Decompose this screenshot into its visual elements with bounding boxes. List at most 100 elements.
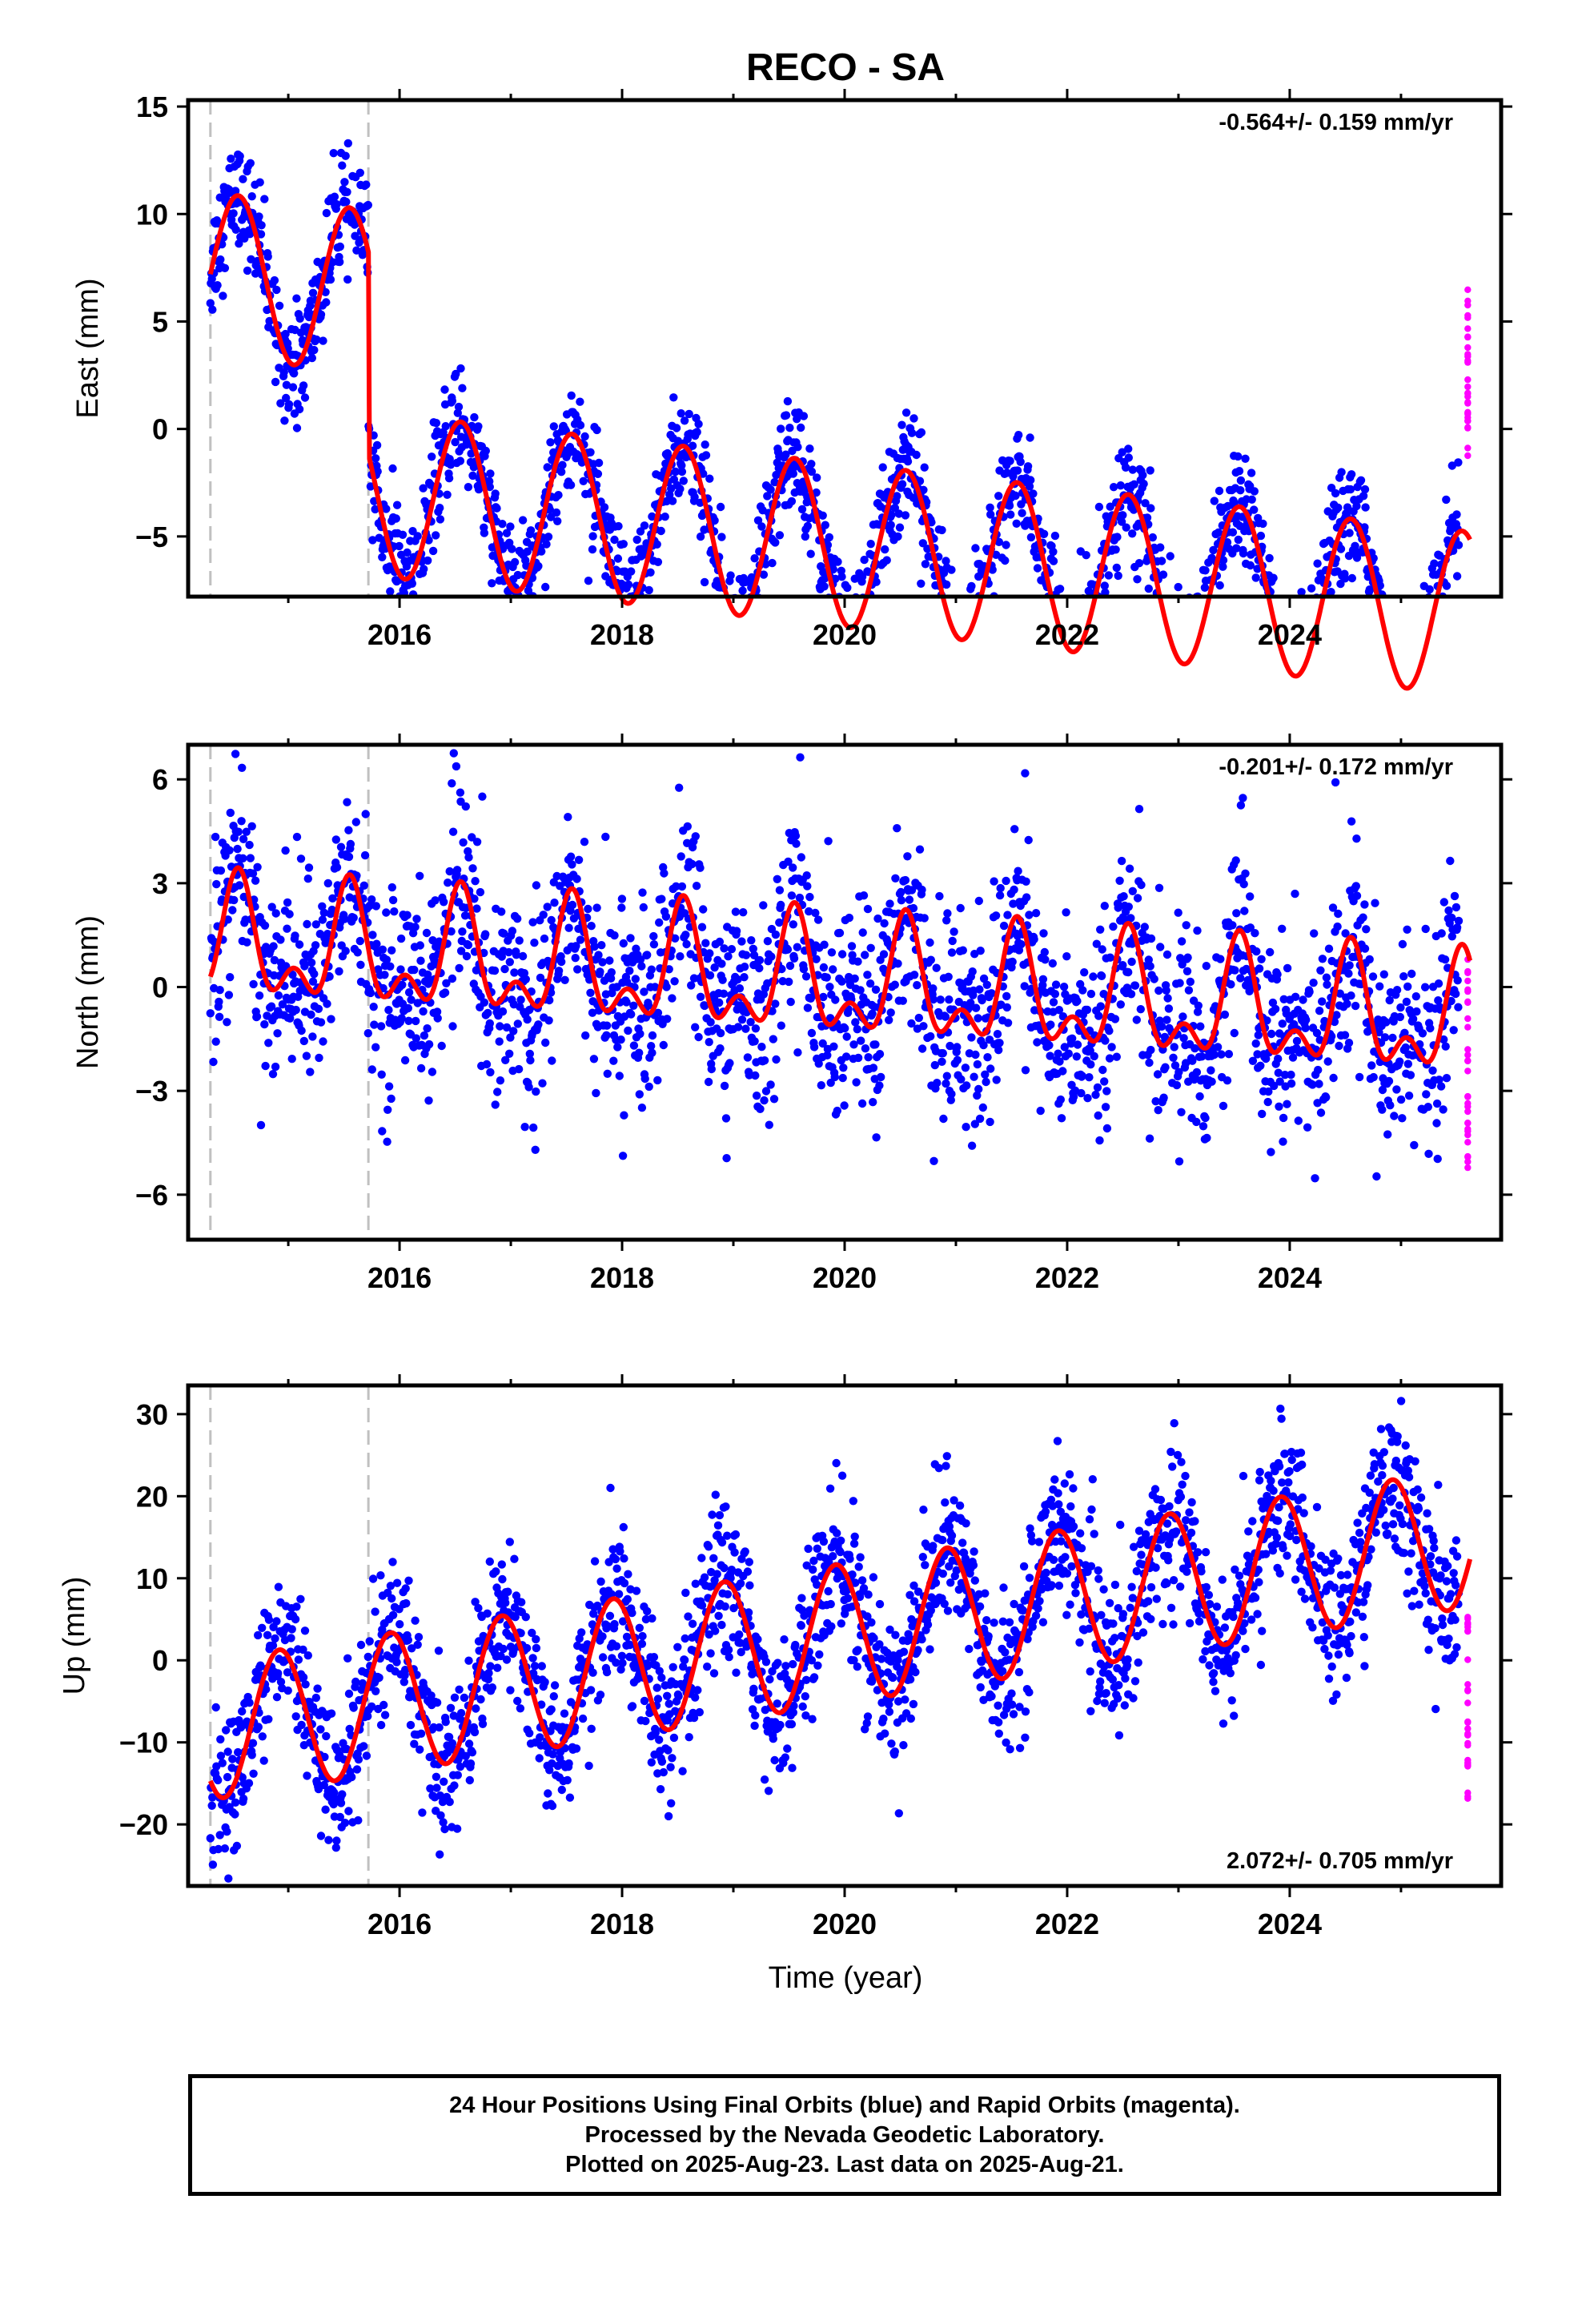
data-point: [347, 1772, 356, 1782]
data-point: [1416, 634, 1424, 642]
data-point: [272, 1617, 281, 1626]
data-point: [730, 629, 738, 637]
data-point: [260, 921, 270, 931]
data-point: [943, 909, 952, 918]
data-point: [1073, 1040, 1082, 1049]
data-point: [1435, 621, 1443, 629]
data-point: [722, 653, 730, 661]
data-point: [231, 1810, 239, 1819]
data-point: [416, 1745, 424, 1754]
data-point: [534, 561, 543, 571]
data-point: [1359, 492, 1368, 501]
data-point: [379, 1700, 388, 1710]
data-point: [526, 636, 534, 644]
data-point: [962, 1123, 970, 1132]
data-point: [878, 463, 887, 472]
data-point: [458, 384, 467, 392]
data-point: [825, 983, 834, 991]
data-point: [387, 946, 396, 955]
data-point: [416, 871, 424, 881]
data-point: [873, 914, 882, 923]
data-point: [1367, 615, 1375, 623]
data-point: [220, 1844, 230, 1853]
data-point: [267, 1002, 276, 1011]
data-point: [1010, 825, 1019, 834]
data-point: [327, 1015, 335, 1023]
data-point: [713, 577, 721, 585]
data-point: [1174, 1157, 1184, 1166]
data-point: [1428, 1066, 1437, 1076]
data-point: [803, 1003, 813, 1012]
data-point: [330, 1788, 339, 1797]
data-point: [903, 457, 913, 466]
data-point: [1008, 957, 1017, 967]
data-point: [1186, 977, 1195, 987]
data-point: [960, 656, 968, 664]
data-point: [814, 1059, 823, 1068]
data-point: [907, 1019, 916, 1028]
data-point: [939, 1114, 948, 1124]
data-point: [818, 511, 827, 520]
data-point: [378, 945, 387, 955]
data-point: [1162, 1015, 1171, 1024]
data-point: [387, 1594, 396, 1603]
data-point: [757, 1043, 766, 1051]
data-point: [1452, 923, 1462, 932]
data-point: [886, 521, 895, 529]
data-point: [304, 863, 314, 872]
data-point: [917, 885, 926, 895]
data-point: [513, 570, 522, 580]
data-point: [1278, 1019, 1287, 1028]
data-point: [697, 923, 707, 931]
data-point: [603, 1069, 612, 1079]
data-point: [720, 665, 728, 673]
data-point: [315, 1053, 323, 1063]
data-point: [1401, 700, 1409, 708]
data-point: [572, 875, 581, 883]
data-point: [1251, 929, 1259, 938]
rapid-point: [1464, 301, 1472, 309]
data-point: [644, 1001, 653, 1010]
data-point: [270, 275, 279, 285]
data-point: [1080, 968, 1089, 977]
data-point: [602, 1021, 612, 1030]
data-point: [1442, 581, 1452, 590]
data-point: [769, 1035, 777, 1043]
data-point: [588, 545, 597, 554]
data-point: [773, 875, 781, 884]
data-point: [885, 899, 894, 908]
data-point: [458, 927, 467, 936]
data-point: [657, 895, 666, 903]
data-point: [1352, 501, 1361, 511]
data-point: [313, 1684, 322, 1693]
data-point: [1033, 1038, 1042, 1047]
data-point: [1432, 1119, 1441, 1128]
data-point: [1140, 923, 1150, 931]
data-point: [640, 987, 648, 996]
data-point: [1279, 1137, 1287, 1146]
data-point: [1246, 561, 1255, 570]
data-point: [587, 922, 596, 931]
data-point: [610, 535, 619, 545]
data-point: [926, 955, 936, 964]
data-point: [539, 911, 548, 919]
data-point: [1003, 911, 1012, 919]
data-point: [1256, 1061, 1265, 1071]
data-point: [866, 943, 875, 953]
data-point: [1196, 664, 1204, 672]
data-point: [1124, 444, 1133, 453]
data-point: [1402, 675, 1410, 683]
data-point: [303, 875, 312, 883]
data-point: [1069, 658, 1077, 666]
data-point: [1164, 1004, 1174, 1013]
data-point: [497, 907, 506, 916]
data-point: [323, 999, 331, 1008]
data-point: [1150, 975, 1158, 983]
data-point: [1368, 972, 1378, 981]
data-point: [1420, 983, 1430, 991]
data-point: [586, 988, 595, 998]
data-point: [797, 853, 805, 862]
data-point: [1415, 702, 1423, 710]
data-point: [1294, 1116, 1303, 1125]
data-point: [344, 1807, 353, 1815]
